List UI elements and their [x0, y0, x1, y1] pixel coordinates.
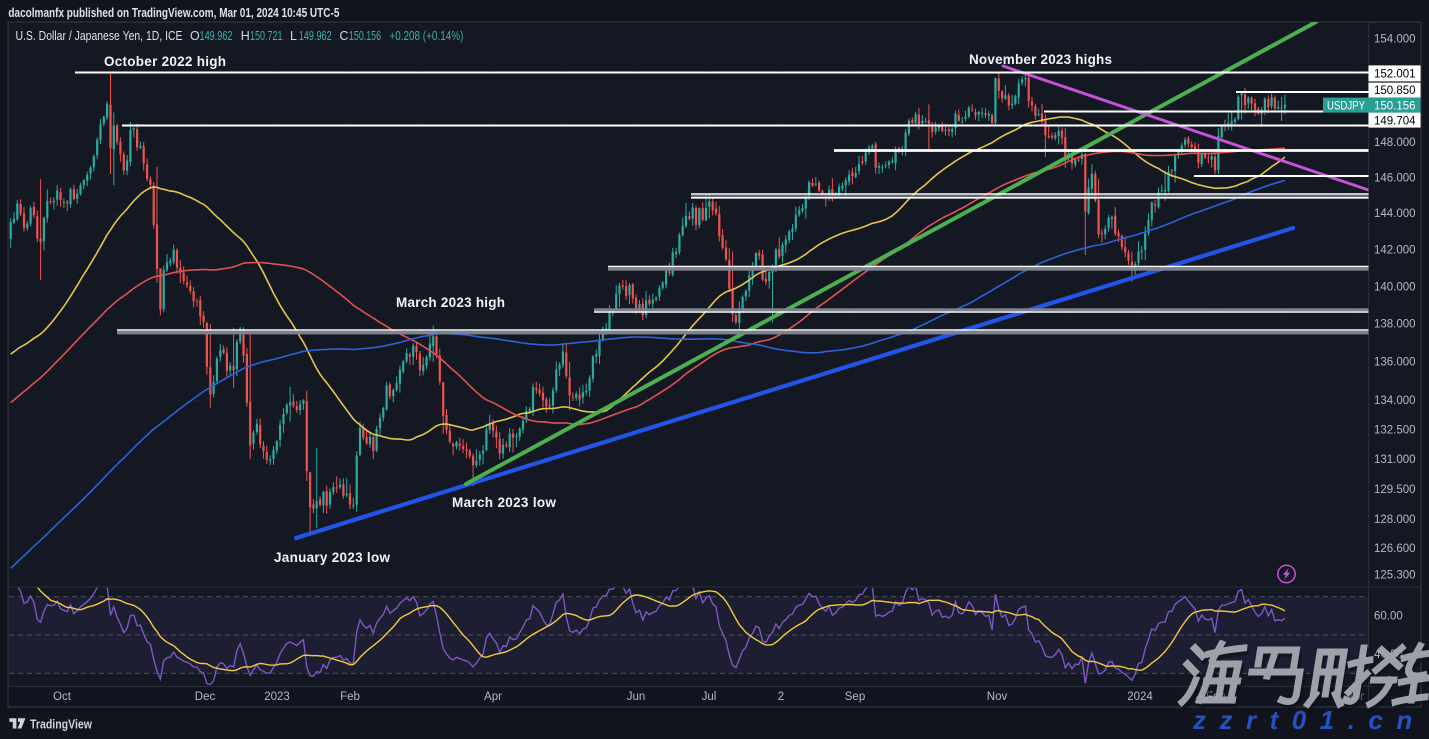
svg-text:136.000: 136.000 [1374, 357, 1416, 369]
svg-text:Sep: Sep [845, 691, 865, 703]
svg-text:O: O [190, 29, 200, 43]
svg-text:150.156: 150.156 [1374, 100, 1416, 112]
svg-text:USDJPY: USDJPY [1327, 100, 1365, 112]
svg-text:138.000: 138.000 [1374, 319, 1416, 331]
svg-text:150.156: 150.156 [349, 29, 381, 43]
svg-text:132.500: 132.500 [1374, 424, 1416, 436]
svg-text:142.000: 142.000 [1374, 245, 1416, 257]
svg-text:149.704: 149.704 [1374, 115, 1416, 127]
svg-text:146.000: 146.000 [1374, 172, 1416, 184]
svg-text:Nov: Nov [987, 691, 1008, 703]
svg-text:149.962: 149.962 [299, 29, 332, 43]
svg-text:152.001: 152.001 [1374, 69, 1416, 81]
svg-text:Feb: Feb [340, 691, 360, 703]
svg-text:March 2023 low: March 2023 low [452, 495, 556, 510]
svg-text:+0.208 (+0.14%): +0.208 (+0.14%) [389, 29, 463, 43]
svg-text:dacolmanfx published on Tradin: dacolmanfx published on TradingView.com,… [8, 6, 339, 20]
svg-text:Apr: Apr [484, 691, 502, 703]
svg-text:L: L [290, 29, 297, 43]
svg-text:148.000: 148.000 [1374, 137, 1416, 149]
svg-text:129.500: 129.500 [1374, 484, 1416, 496]
svg-text:150.721: 150.721 [250, 29, 283, 43]
svg-text:128.000: 128.000 [1374, 514, 1416, 526]
svg-text:150.850: 150.850 [1374, 85, 1416, 97]
svg-text:154.000: 154.000 [1374, 34, 1416, 46]
svg-text:Jun: Jun [627, 691, 646, 703]
svg-text:149.962: 149.962 [200, 29, 233, 43]
svg-text:131.000: 131.000 [1374, 454, 1416, 466]
svg-text:125.300: 125.300 [1374, 570, 1416, 582]
svg-text:Jul: Jul [702, 691, 717, 703]
svg-text:H: H [241, 29, 250, 43]
svg-text:U.S. Dollar / Japanese Yen, 1D: U.S. Dollar / Japanese Yen, 1D, ICE [16, 29, 183, 43]
svg-text:Dec: Dec [195, 691, 216, 703]
svg-text:2023: 2023 [264, 691, 290, 703]
svg-text:60.00: 60.00 [1374, 611, 1403, 623]
svg-text:2: 2 [778, 691, 784, 703]
svg-text:January 2023 low: January 2023 low [274, 550, 390, 565]
svg-text:2024: 2024 [1127, 691, 1153, 703]
svg-text:TradingView: TradingView [30, 718, 92, 732]
svg-text:144.000: 144.000 [1374, 208, 1416, 220]
svg-text:October 2022 high: October 2022 high [104, 54, 226, 69]
svg-text:March 2023 high: March 2023 high [396, 295, 505, 310]
svg-text:Oct: Oct [53, 691, 72, 703]
svg-text:126.600: 126.600 [1374, 543, 1416, 555]
svg-text:134.000: 134.000 [1374, 395, 1416, 407]
svg-text:November 2023 highs: November 2023 highs [969, 52, 1112, 67]
svg-text:140.000: 140.000 [1374, 281, 1416, 293]
svg-text:C: C [339, 29, 348, 43]
